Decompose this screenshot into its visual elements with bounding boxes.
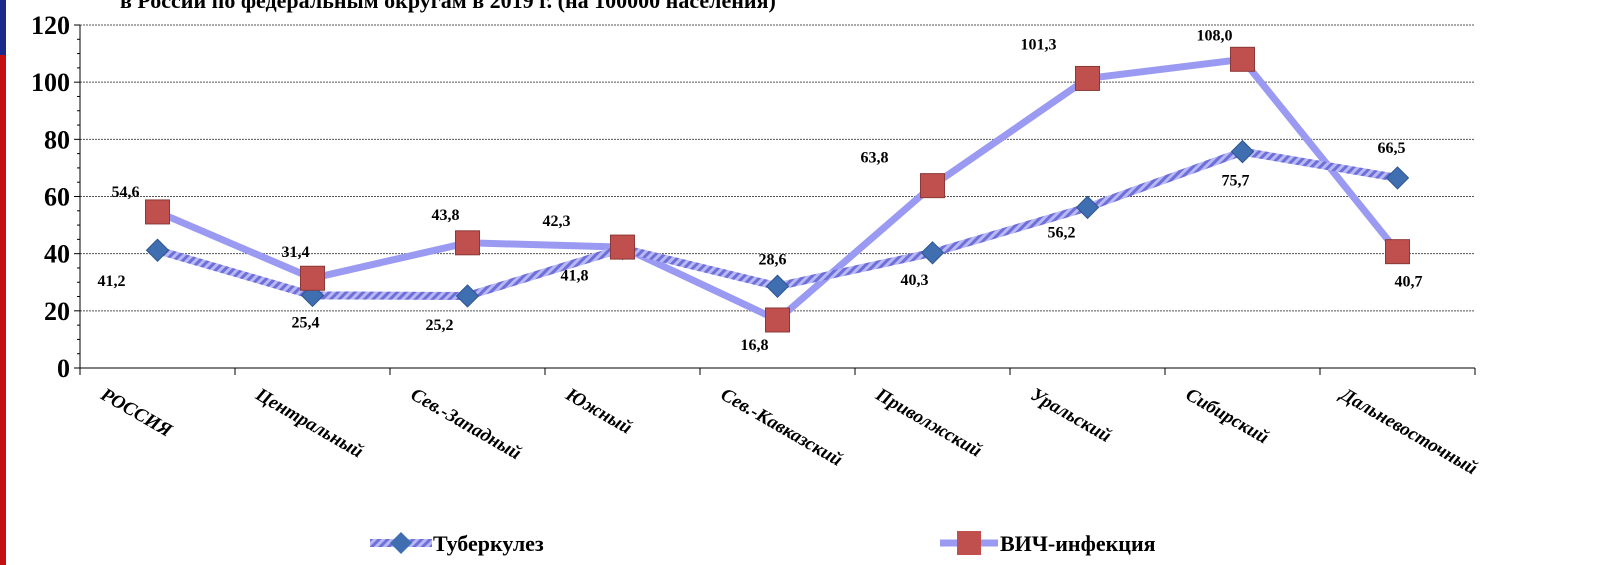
- legend-marker-tuberculosis: [390, 532, 412, 554]
- data-label-hiv: 42,3: [543, 213, 571, 230]
- marker-tuberculosis: [1075, 195, 1100, 220]
- x-category-label: Уральский: [1027, 384, 1115, 447]
- data-label-tuberculosis: 25,2: [426, 317, 454, 334]
- y-tick-label: 40: [44, 240, 70, 269]
- x-category-label: Сибирский: [1182, 384, 1272, 448]
- series-markers: [145, 46, 1410, 333]
- data-label-hiv: 31,4: [282, 244, 310, 261]
- y-tick-label: 0: [57, 354, 70, 383]
- chart-title: в России по федеральным округам в 2019 г…: [120, 0, 776, 13]
- x-category-label: РОССИЯ: [96, 384, 176, 442]
- marker-hiv: [300, 265, 325, 291]
- y-tick-labels: 0 20 40 60 80 100 120: [31, 11, 70, 383]
- marker-tuberculosis: [145, 238, 170, 262]
- x-category-labels: РОССИЯ Центральный Сев.-Западный Южный Сев.-…: [96, 383, 1481, 479]
- x-category-label: Центральный: [251, 384, 367, 463]
- marker-hiv: [455, 230, 480, 256]
- legend-marker-hiv: [957, 531, 981, 555]
- marker-hiv: [145, 199, 170, 225]
- data-label-hiv: 16,8: [741, 337, 769, 354]
- y-tick-label: 120: [31, 11, 70, 40]
- data-label-tuberculosis: 75,7: [1222, 173, 1250, 190]
- data-label-tuberculosis: 41,8: [561, 268, 589, 285]
- data-label-tuberculosis: 28,6: [759, 251, 787, 268]
- data-label-tuberculosis: 66,5: [1378, 140, 1406, 157]
- legend-label-tuberculosis: Туберкулез: [433, 531, 544, 556]
- marker-tuberculosis: [1385, 166, 1410, 190]
- marker-tuberculosis: [920, 241, 945, 265]
- axes: [74, 24, 1476, 375]
- legend-label-hiv: ВИЧ-инфекция: [1000, 531, 1156, 556]
- marker-tuberculosis: [765, 274, 790, 298]
- x-category-label: Сев.-Западный: [407, 384, 525, 464]
- data-label-hiv: 54,6: [112, 184, 140, 201]
- data-label-tuberculosis: 40,3: [901, 272, 929, 289]
- marker-hiv: [1385, 239, 1410, 265]
- data-label-hiv: 43,8: [432, 207, 460, 224]
- data-label-tuberculosis: 25,4: [292, 314, 320, 331]
- data-label-hiv: 40,7: [1395, 274, 1423, 291]
- marker-tuberculosis: [455, 284, 480, 308]
- data-labels: 41,2 25,4 25,2 41,8 28,6 40,3 56,2 75,7 66,5 54,6…: [98, 27, 1423, 354]
- left-accent-stripe: [0, 0, 6, 565]
- y-tick-label: 100: [31, 68, 70, 97]
- gridlines: [80, 24, 1475, 312]
- y-tick-label: 80: [44, 125, 70, 154]
- data-label-tuberculosis: 56,2: [1048, 224, 1076, 241]
- y-tick-label: 60: [44, 183, 70, 212]
- x-category-label: Южный: [561, 384, 635, 439]
- data-label-tuberculosis: 41,2: [98, 273, 126, 290]
- x-category-label: Приволжский: [871, 384, 985, 462]
- data-label-hiv: 108,0: [1197, 27, 1233, 44]
- marker-hiv: [610, 234, 635, 260]
- data-label-hiv: 63,8: [861, 150, 889, 167]
- y-tick-label: 20: [44, 297, 70, 326]
- x-category-label: Сев.-Кавказский: [717, 384, 846, 471]
- marker-hiv: [765, 307, 790, 333]
- legend: Туберкулез ВИЧ-инфекция: [370, 531, 1156, 556]
- marker-hiv: [1230, 46, 1255, 72]
- x-category-label: Дальневосточный: [1335, 383, 1480, 479]
- marker-hiv: [1075, 65, 1100, 91]
- marker-hiv: [920, 173, 945, 199]
- marker-tuberculosis: [1230, 139, 1255, 164]
- data-label-hiv: 101,3: [1021, 36, 1057, 53]
